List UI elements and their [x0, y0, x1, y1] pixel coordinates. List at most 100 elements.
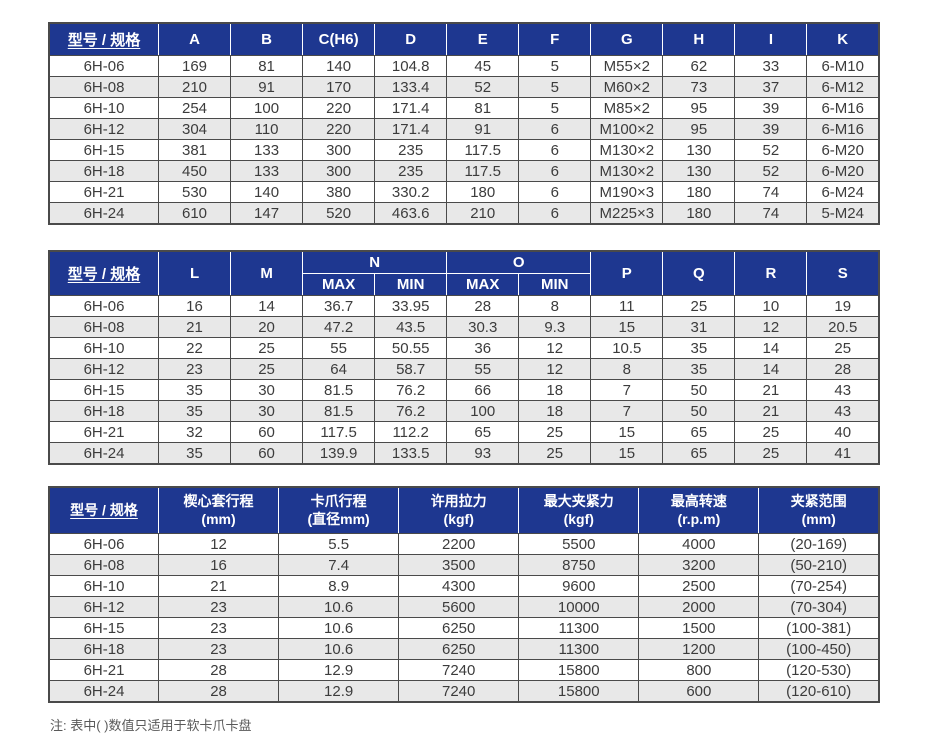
value-cell: 12 [518, 337, 592, 359]
value-cell: M130×2 [590, 139, 664, 161]
value-cell: 52 [734, 160, 808, 182]
value-cell: 12 [734, 316, 808, 338]
value-cell: 600 [638, 680, 760, 703]
value-cell: 180 [446, 181, 520, 203]
value-cell: 20.5 [806, 316, 880, 338]
column-header: 最高转速 (r.p.m) [638, 486, 760, 534]
value-cell: 520 [302, 202, 376, 225]
model-cell: 6H-21 [48, 181, 159, 203]
value-cell: 28 [157, 680, 280, 703]
model-cell: 6H-18 [48, 638, 159, 660]
model-cell: 6H-15 [48, 139, 159, 161]
value-cell: 20 [230, 316, 304, 338]
value-cell: 381 [157, 139, 232, 161]
header-row: 型号 / 规格 楔心套行程 (mm) 卡爪行程 (直径mm) 许用拉力 (kgf) 最大… [48, 486, 880, 534]
value-cell: 6 [518, 160, 592, 182]
column-header-label: D [405, 31, 417, 48]
value-cell: 300 [302, 160, 376, 182]
table-row: 6H-06 12 5.5 2200 5500 4000 (20-169) [48, 533, 880, 555]
column-header-label: G [620, 31, 633, 48]
value-cell: 220 [302, 97, 376, 119]
value-cell: 64 [302, 358, 376, 380]
table-row: 6H-24 28 12.9 7240 15800 600 (120-610) [48, 680, 880, 703]
value-cell: 23 [157, 596, 280, 618]
value-cell: 180 [662, 202, 736, 225]
column-header-label: 最大夹紧力 (kgf) [543, 493, 614, 527]
table-row: 6H-18 35 30 81.5 76.2 100 18 7 50 21 43 [48, 400, 880, 422]
column-header: MAX [302, 273, 376, 296]
value-cell: 36.7 [302, 295, 376, 317]
value-cell: 3200 [638, 554, 760, 576]
column-header: MAX [446, 273, 520, 296]
table-row: 6H-08 21 20 47.2 43.5 30.3 9.3 15 31 12 20.5 [48, 316, 880, 338]
value-cell: 9.3 [518, 316, 592, 338]
value-cell: 10.6 [278, 596, 400, 618]
value-cell: 9600 [518, 575, 640, 597]
model-cell: 6H-15 [48, 379, 159, 401]
value-cell: 15 [590, 316, 664, 338]
value-cell: 530 [157, 181, 232, 203]
value-cell: M130×2 [590, 160, 664, 182]
value-cell: 254 [157, 97, 232, 119]
value-cell: 12.9 [278, 680, 400, 703]
value-cell: 16 [157, 295, 232, 317]
column-header-label: E [477, 31, 488, 48]
column-header: Q [662, 250, 736, 296]
table-row: 6H-24 610 147 520 463.6 210 6 M225×3 180 74 5-M24 [48, 202, 880, 225]
footnote: 注: 表中( )数值只适用于软卡爪卡盘 [50, 718, 252, 733]
value-cell: M225×3 [590, 202, 664, 225]
column-header: C(H6) [302, 22, 376, 56]
table-row: 6H-15 35 30 81.5 76.2 66 18 7 50 21 43 [48, 379, 880, 401]
value-cell: 65 [446, 421, 520, 443]
value-cell: 12.9 [278, 659, 400, 681]
value-cell: 22 [157, 337, 232, 359]
value-cell: 7 [590, 400, 664, 422]
value-cell: 117.5 [446, 160, 520, 182]
column-header: H [662, 22, 736, 56]
value-cell: 7240 [398, 680, 520, 703]
value-cell: 210 [157, 76, 232, 98]
column-header: S [806, 250, 880, 296]
value-cell: 15800 [518, 659, 640, 681]
value-cell: 32 [157, 421, 232, 443]
value-cell: 35 [157, 379, 232, 401]
column-header-label: 楔心套行程 (mm) [183, 493, 254, 527]
table-row: 6H-12 23 10.6 5600 10000 2000 (70-304) [48, 596, 880, 618]
column-header: G [590, 22, 664, 56]
value-cell: 6-M20 [806, 160, 880, 182]
value-cell: 25 [734, 421, 808, 443]
column-header-label: L [189, 265, 200, 282]
value-cell: 104.8 [374, 55, 448, 77]
value-cell: 139.9 [302, 442, 376, 465]
value-cell: 25 [806, 337, 880, 359]
value-cell: 55 [446, 358, 520, 380]
value-cell: 6-M16 [806, 118, 880, 140]
value-cell: 30.3 [446, 316, 520, 338]
value-cell: (50-210) [758, 554, 880, 576]
table-row: 6H-21 530 140 380 330.2 180 6 M190×3 180 74 6-M24 [48, 181, 880, 203]
value-cell: 130 [662, 139, 736, 161]
value-cell: 12 [157, 533, 280, 555]
table-row: 6H-10 22 25 55 50.55 36 12 10.5 35 14 25 [48, 337, 880, 359]
value-cell: 18 [518, 400, 592, 422]
table-row: 6H-15 23 10.6 6250 11300 1500 (100-381) [48, 617, 880, 639]
value-cell: 37 [734, 76, 808, 98]
value-cell: 140 [230, 181, 304, 203]
column-header: R [734, 250, 808, 296]
value-cell: 171.4 [374, 97, 448, 119]
value-cell: 147 [230, 202, 304, 225]
column-header-label: F [550, 31, 560, 48]
dimensions-table-a-k: 型号 / 规格 A B C(H6) D E F G H I K 6H-06 169 81 140 104.8 4… [48, 22, 880, 225]
value-cell: 8 [590, 358, 664, 380]
value-cell: 117.5 [302, 421, 376, 443]
model-cell: 6H-12 [48, 596, 159, 618]
value-cell: 36 [446, 337, 520, 359]
value-cell: (100-450) [758, 638, 880, 660]
value-cell: 10.6 [278, 617, 400, 639]
value-cell: 110 [230, 118, 304, 140]
value-cell: (70-304) [758, 596, 880, 618]
performance-table: 型号 / 规格 楔心套行程 (mm) 卡爪行程 (直径mm) 许用拉力 (kgf) 最大… [48, 486, 880, 703]
value-cell: 35 [157, 442, 232, 465]
value-cell: 35 [662, 337, 736, 359]
column-header: 楔心套行程 (mm) [157, 486, 280, 534]
